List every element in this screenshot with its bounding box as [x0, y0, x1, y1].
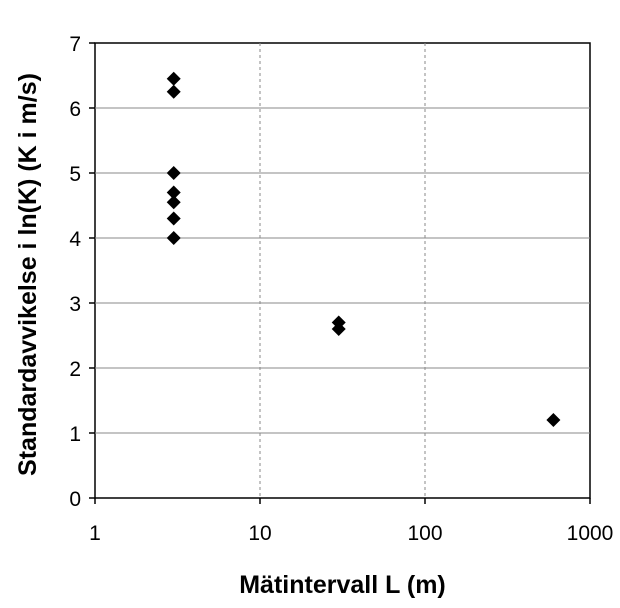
data-point — [166, 166, 181, 180]
y-axis-title: Standardavvikelse i ln(K) (K i m/s) — [14, 73, 42, 476]
horizontal-grid-lines — [95, 107, 590, 434]
data-point — [166, 195, 181, 210]
y-tick-label: 1 — [69, 423, 81, 446]
data-point — [166, 84, 181, 99]
data-point — [331, 322, 346, 336]
y-tick-label: 5 — [69, 163, 81, 186]
x-tick-label: 100 — [407, 522, 442, 545]
x-tick-label: 1000 — [567, 522, 614, 545]
data-point — [546, 413, 561, 427]
x-tick-label: 1 — [89, 522, 101, 545]
data-point — [166, 231, 181, 245]
x-tick-labels: 1 10 100 1000 — [89, 522, 613, 545]
y-tick-label: 3 — [69, 293, 81, 316]
data-point — [166, 185, 181, 200]
data-point — [166, 211, 181, 226]
x-axis-title: Mätintervall L (m) — [239, 571, 446, 599]
y-tick-label: 7 — [69, 33, 81, 56]
y-tick-label: 6 — [69, 98, 81, 121]
y-tick-label: 2 — [69, 358, 81, 381]
data-points — [166, 71, 561, 427]
vertical-grid-lines — [259, 43, 426, 498]
data-point — [166, 71, 181, 86]
axis-ticks — [89, 42, 591, 504]
plot-area — [94, 42, 591, 499]
y-tick-label: 4 — [69, 228, 81, 251]
y-tick-labels: 0 1 2 3 4 5 6 7 — [69, 33, 81, 511]
y-tick-label: 0 — [69, 488, 81, 511]
x-tick-label: 10 — [248, 522, 271, 545]
